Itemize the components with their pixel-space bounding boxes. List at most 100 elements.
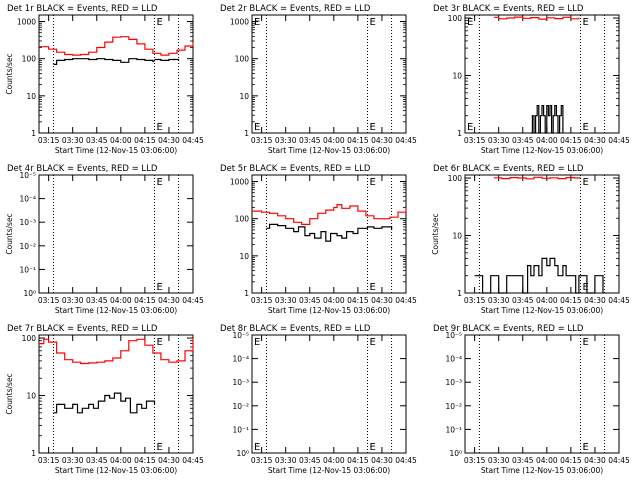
e-marker-top: E [370,17,376,28]
series-line-events [53,58,155,65]
series-line-events [474,257,604,294]
y-tick-label: 1 [244,289,249,298]
e-marker-top: E [583,177,589,188]
x-tick-label: 04:30 [158,296,180,305]
e-marker-top: E [583,337,589,348]
plot-panel-4: Det 4r BLACK = Events, RED = LLD 10⁰ 10⁻¹ 1… [5,164,204,315]
x-axis-label: Start Time (12-Nov-15 03:06:00) [268,306,390,315]
plot-title: Det 4r BLACK = Events, RED = LLD [7,164,158,174]
x-tick-label: 03:30 [488,296,510,305]
x-tick-label: 03:15 [464,136,486,145]
x-tick-label: 03:45 [86,296,108,305]
e-marker-bottom: E [583,122,589,133]
y-tick-label: 10 [452,72,462,81]
y-tick-label: 1 [31,449,36,458]
plot-frame [38,334,194,454]
x-tick-label: 03:45 [512,136,534,145]
e-marker-bottom: E [583,282,589,293]
x-tick-label: 04:00 [110,136,132,145]
e-marker-bottom: E [370,282,376,293]
e-marker-top: E [157,177,163,188]
x-tick-label: 04:45 [395,296,417,305]
x-tick-label: 04:30 [371,296,393,305]
y-tick-label: 10⁻³ [445,378,462,387]
y-tick-label: 10 [26,92,36,101]
x-tick-label: 04:30 [158,456,180,465]
x-tick-label: 04:30 [371,456,393,465]
e-marker-top: E [254,17,260,28]
x-tick-label: 03:45 [86,456,108,465]
y-tick-label: 1 [244,129,249,138]
x-tick-label: 04:00 [536,136,558,145]
y-tick-label: 1 [457,129,462,138]
e-marker-bottom: E [157,282,163,293]
y-tick-label: 10 [239,92,249,101]
x-tick-label: 04:15 [560,456,582,465]
y-tick-label: 100 [448,14,463,23]
y-tick-label: 10⁻² [445,402,462,411]
y-tick-label: 10 [452,232,462,241]
x-tick-label: 03:15 [251,456,273,465]
e-marker-top: E [583,17,589,28]
x-tick-label: 04:45 [182,456,204,465]
e-marker-bottom: E [254,442,260,453]
x-tick-label: 03:15 [464,296,486,305]
y-tick-label: 10⁻¹ [19,265,36,274]
x-tick-label: 03:15 [38,456,60,465]
y-tick-label: 10⁻³ [19,218,36,227]
y-tick-label: 100 [448,174,463,183]
e-marker-top: E [254,337,260,348]
plot-panel-1: Det 1r BLACK = Events, RED = LLD 1 10 100 10… [5,4,204,155]
x-tick-label: 04:45 [608,136,630,145]
x-tick-label: 04:00 [323,456,345,465]
x-tick-label: 04:30 [371,136,393,145]
x-axis-label: Start Time (12-Nov-15 03:06:00) [55,146,177,155]
y-tick-label: 10⁻³ [232,378,249,387]
x-tick-label: 03:15 [464,456,486,465]
e-marker-bottom: E [467,122,473,133]
y-minor-ticks [252,22,406,123]
y-axis-label: Counts/sec [431,213,440,254]
x-tick-label: 04:45 [182,136,204,145]
x-axis-label: Start Time (12-Nov-15 03:06:00) [481,146,603,155]
plot-frame [251,334,407,454]
x-tick-label: 03:15 [38,136,60,145]
plot-panel-7: Det 7r BLACK = Events, RED = LLD 1 10 100 03… [5,324,204,475]
y-axis-label: Counts/sec [5,213,14,254]
y-axis-label: Counts/sec [5,373,14,414]
x-axis-label: Start Time (12-Nov-15 03:06:00) [55,306,177,315]
x-tick-label: 04:30 [584,136,606,145]
plot-panel-9: Det 9r BLACK = Events, RED = LLD 10⁰ 10⁻¹ 1… [433,324,630,475]
y-tick-label: 10⁻⁵ [19,171,36,180]
y-tick-label: 10⁻⁵ [232,331,249,340]
y-tick-label: 10⁻¹ [232,425,249,434]
x-tick-label: 03:45 [299,136,321,145]
x-tick-label: 03:15 [38,296,60,305]
plot-title: Det 6r BLACK = Events, RED = LLD [433,164,584,174]
y-tick-label: 100 [235,55,250,64]
x-tick-label: 04:15 [347,296,369,305]
plot-title: Det 1r BLACK = Events, RED = LLD [7,4,158,14]
plot-frame [251,14,407,134]
x-tick-label: 04:15 [347,456,369,465]
e-marker-top: E [370,337,376,348]
x-tick-label: 04:45 [608,296,630,305]
x-tick-label: 04:00 [536,456,558,465]
y-tick-label: 10⁰ [23,289,36,298]
x-axis-label: Start Time (12-Nov-15 03:06:00) [268,466,390,475]
y-minor-ticks [39,340,193,437]
x-tick-label: 03:30 [275,136,297,145]
y-tick-label: 10⁻⁴ [19,195,36,204]
x-tick-label: 04:15 [134,296,156,305]
plot-title: Det 3r BLACK = Events, RED = LLD [433,4,584,14]
plot-title: Det 9r BLACK = Events, RED = LLD [433,324,584,334]
plot-title: Det 5r BLACK = Events, RED = LLD [220,164,371,174]
plot-frame [464,14,620,134]
x-tick-label: 03:45 [512,296,534,305]
y-tick-label: 10⁰ [236,449,249,458]
series-line-lld [493,176,582,180]
y-axis-label: Counts/sec [5,53,14,94]
series-line-events [53,392,156,414]
y-minor-ticks [39,22,193,123]
plot-frame [38,174,194,294]
